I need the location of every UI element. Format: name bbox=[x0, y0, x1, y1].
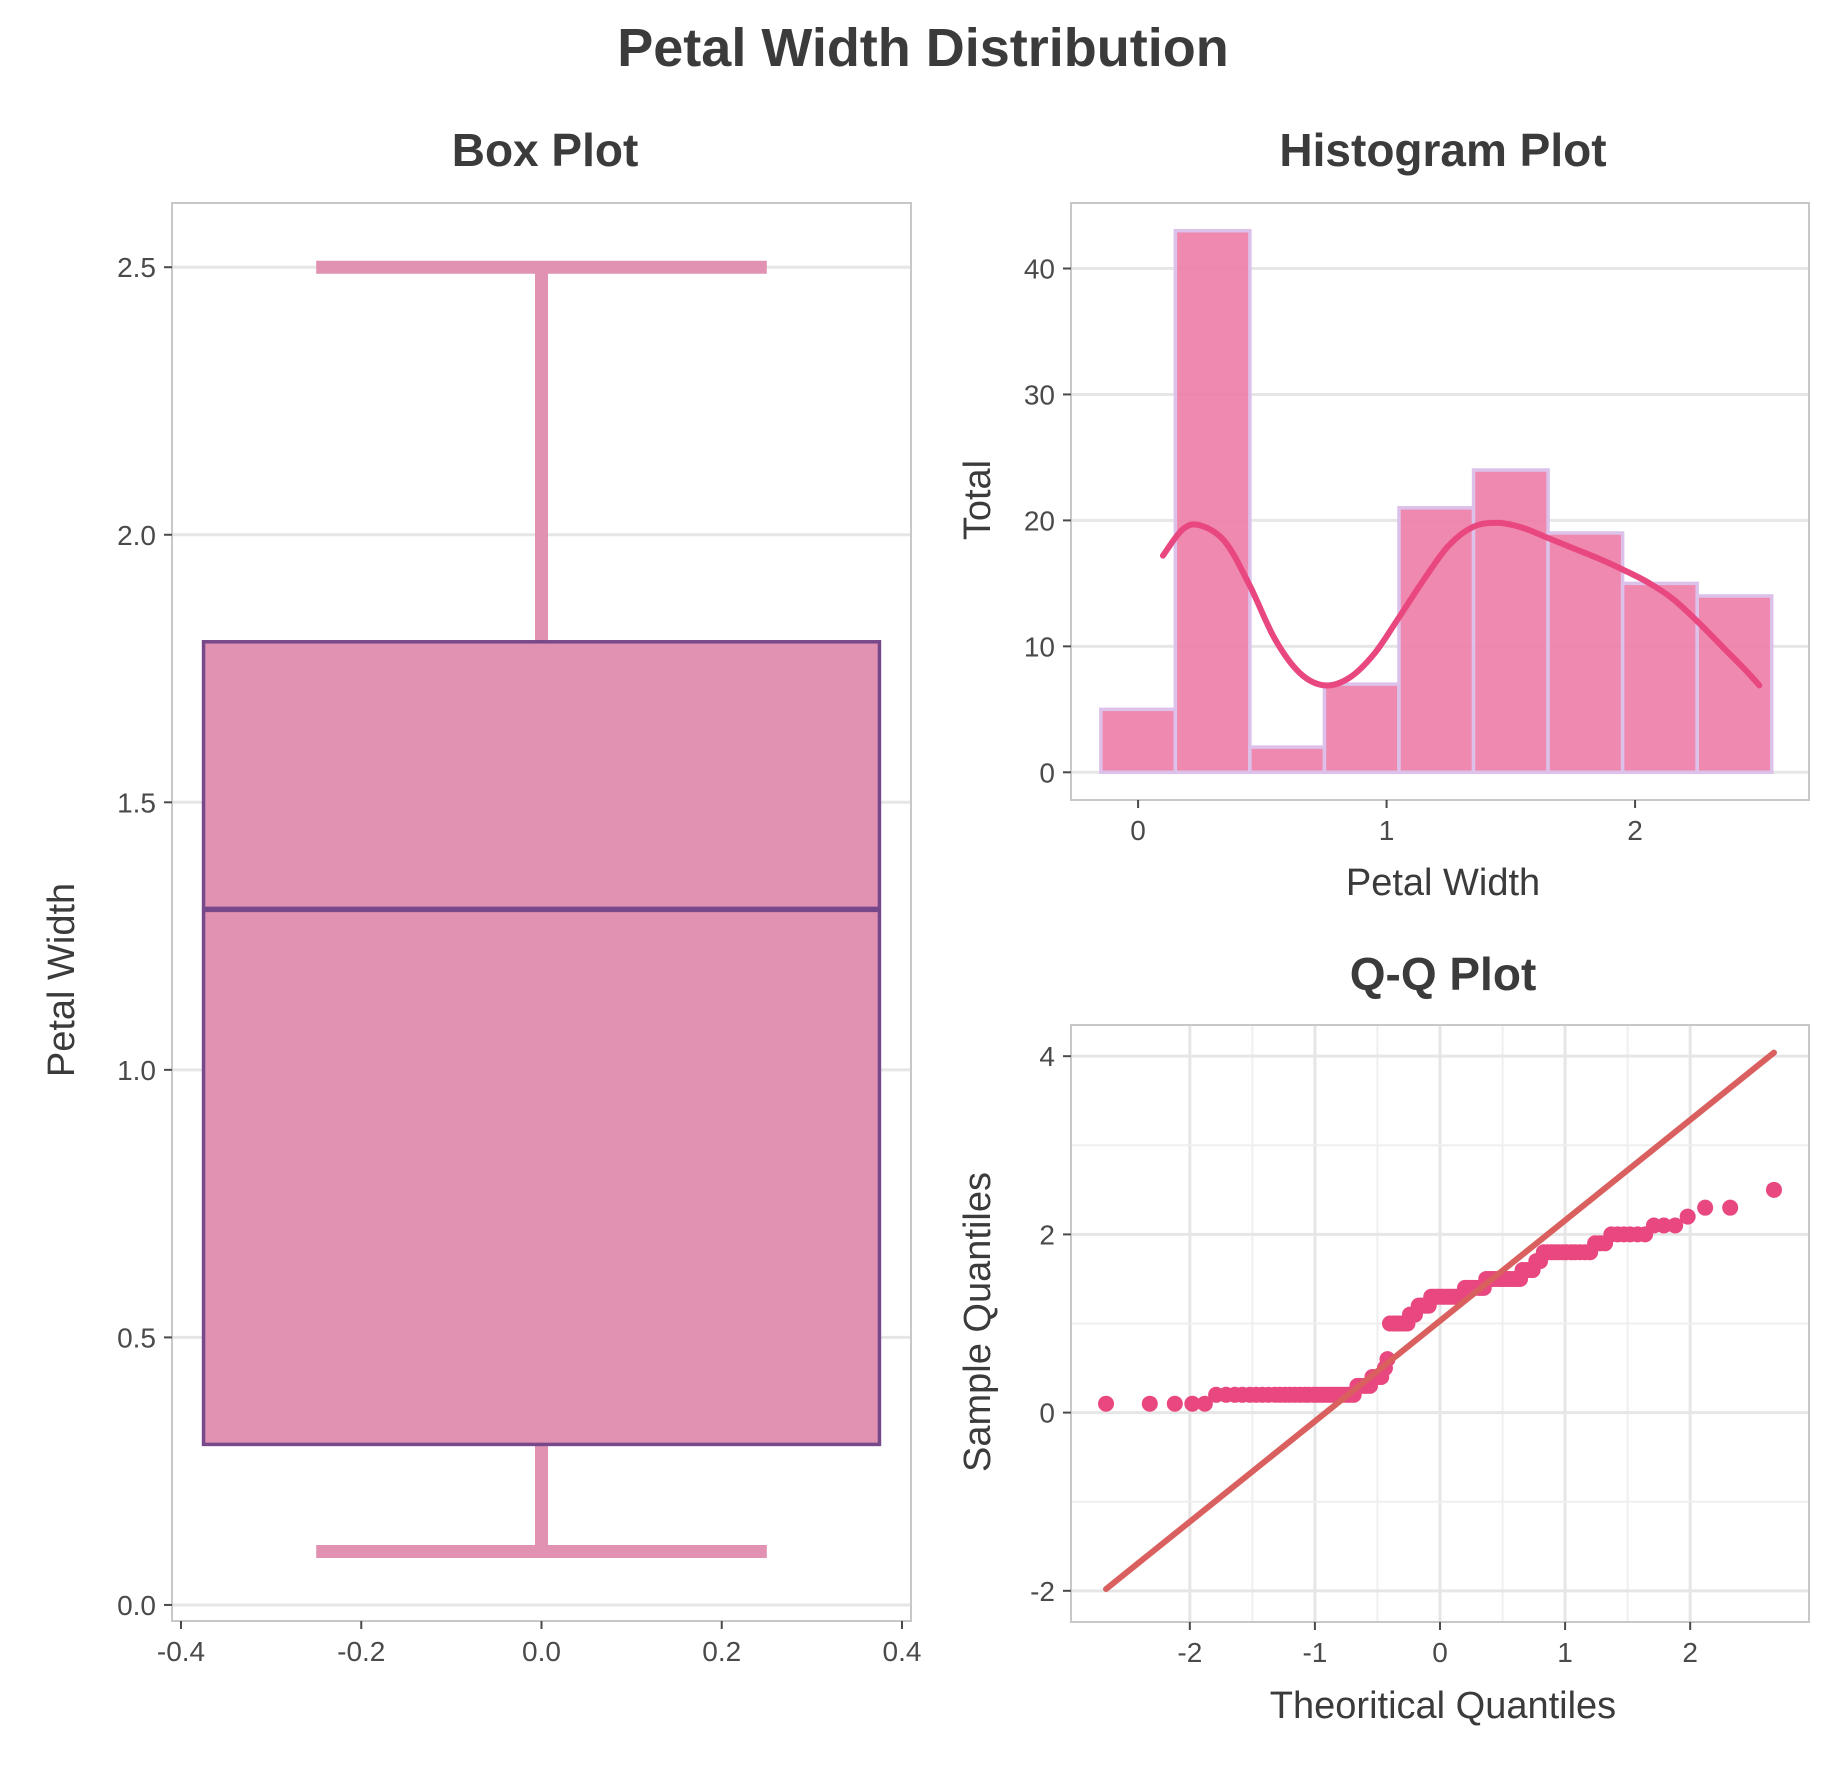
x-tick-label: 2 bbox=[1627, 815, 1643, 846]
x-tick-label: -1 bbox=[1302, 1637, 1327, 1668]
box-plot-marks bbox=[201, 260, 882, 1558]
y-tick-label: 0 bbox=[1039, 757, 1055, 788]
x-tick-label: 1 bbox=[1557, 1637, 1573, 1668]
histogram-bar bbox=[1173, 228, 1252, 775]
kde-curve bbox=[1159, 519, 1763, 689]
x-tick-label: -2 bbox=[1177, 1637, 1202, 1668]
qq-point bbox=[1184, 1395, 1201, 1412]
histogram-bar bbox=[1322, 682, 1401, 775]
figure-title: Petal Width Distribution bbox=[617, 18, 1228, 78]
x-tick-label: 2 bbox=[1682, 1637, 1698, 1668]
qq-point bbox=[1697, 1199, 1714, 1216]
x-tick-label: -0.2 bbox=[337, 1636, 385, 1667]
histogram-frame bbox=[1070, 202, 1810, 801]
histogram-title: Histogram Plot bbox=[1279, 124, 1606, 176]
x-tick-label: 1 bbox=[1379, 815, 1395, 846]
x-tick-label: 0.4 bbox=[883, 1636, 922, 1667]
histogram-bar bbox=[1248, 745, 1327, 775]
box-plot-panel: Box Plot Petal Width -0.4 -0.2 0.0 0.2 0.4 0.… bbox=[41, 124, 921, 1667]
histogram-marks bbox=[1099, 228, 1774, 775]
y-tick-label: 2 bbox=[1039, 1219, 1055, 1250]
y-tick-label: 40 bbox=[1024, 253, 1055, 284]
qq-plot-xlabel: Theoritical Quantiles bbox=[1270, 1685, 1616, 1727]
box-plot-ylabel: Petal Width bbox=[41, 883, 83, 1077]
qq-point bbox=[1667, 1217, 1684, 1234]
y-tick-label: -2 bbox=[1030, 1576, 1055, 1607]
qq-point bbox=[1765, 1181, 1782, 1198]
qq-plot-ylabel: Sample Quantiles bbox=[957, 1172, 999, 1472]
x-tick-label: 0.0 bbox=[522, 1636, 561, 1667]
qq-plot-marks bbox=[1098, 1049, 1782, 1593]
qq-plot-grid bbox=[1071, 1025, 1809, 1622]
qq-point bbox=[1098, 1395, 1115, 1412]
y-tick-label: 0.0 bbox=[117, 1590, 156, 1621]
box-plot-axes: -0.4 -0.2 0.0 0.2 0.4 0.0 0.5 1.0 1.5 2.0 2.5 bbox=[117, 252, 921, 1667]
histogram-bar bbox=[1397, 506, 1476, 775]
qq-point bbox=[1141, 1395, 1158, 1412]
histogram-bar bbox=[1471, 468, 1550, 775]
y-tick-label: 2.5 bbox=[117, 252, 156, 283]
qq-point bbox=[1196, 1395, 1213, 1412]
histogram-bar bbox=[1099, 707, 1178, 775]
y-tick-label: 10 bbox=[1024, 631, 1055, 662]
y-tick-label: 30 bbox=[1024, 379, 1055, 410]
qq-point bbox=[1679, 1208, 1696, 1225]
qq-plot-axes: -2 -1 0 1 2 -2 0 2 4 bbox=[1030, 1041, 1698, 1668]
y-tick-label: 4 bbox=[1039, 1041, 1055, 1072]
x-tick-label: -0.4 bbox=[157, 1636, 205, 1667]
x-tick-label: 0 bbox=[1432, 1637, 1448, 1668]
histogram-bar bbox=[1546, 531, 1625, 775]
histogram-ylabel: Total bbox=[957, 460, 999, 540]
qq-plot-title: Q-Q Plot bbox=[1350, 948, 1537, 1000]
qq-plot-panel: Q-Q Plot Theoritical Quantiles Sample Qu… bbox=[957, 948, 1810, 1727]
interquartile-box bbox=[201, 640, 882, 1447]
histogram-xlabel: Petal Width bbox=[1346, 862, 1540, 904]
y-tick-label: 20 bbox=[1024, 505, 1055, 536]
box-plot-title: Box Plot bbox=[452, 124, 639, 176]
y-tick-label: 0.5 bbox=[117, 1322, 156, 1353]
qq-reference-line bbox=[1103, 1049, 1777, 1593]
y-tick-label: 0 bbox=[1039, 1398, 1055, 1429]
y-tick-label: 1.5 bbox=[117, 787, 156, 818]
y-tick-label: 2.0 bbox=[117, 520, 156, 551]
qq-point bbox=[1655, 1217, 1672, 1234]
qq-point bbox=[1166, 1395, 1183, 1412]
qq-point bbox=[1722, 1199, 1739, 1216]
x-tick-label: 0 bbox=[1130, 815, 1146, 846]
x-tick-label: 0.2 bbox=[702, 1636, 741, 1667]
y-tick-label: 1.0 bbox=[117, 1055, 156, 1086]
histogram-panel: Histogram Plot Petal Width Total 0 1 20102… bbox=[957, 124, 1810, 904]
